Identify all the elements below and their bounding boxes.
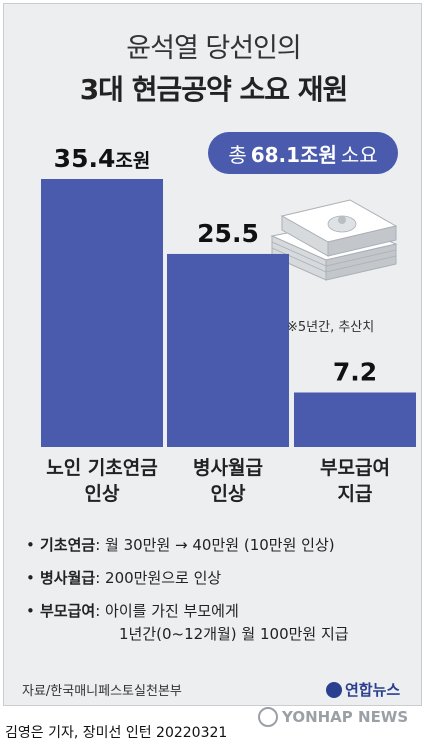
policy-detail-value: : 월 30만원 → 40만원 (10만원 인상) [95, 536, 335, 554]
policy-detail-item: 기초연금: 월 30만원 → 40만원 (10만원 인상) [26, 534, 416, 557]
source-text: 자료/한국매니페스토실천본부 [22, 684, 182, 699]
category-line: 인상 [84, 483, 120, 505]
total-badge-value: 68.1조원 [250, 142, 337, 167]
category-label-pension: 노인 기초연금 인상 [34, 455, 170, 507]
watermark-icon [258, 707, 278, 727]
category-line: 지급 [337, 483, 373, 505]
value-label-1: 25.5 [197, 219, 259, 248]
policy-detail-key: 병사월급 [40, 569, 96, 587]
bar-2 [294, 392, 416, 447]
category-line: 부모급여 [320, 457, 390, 479]
policy-details-list: 기초연금: 월 30만원 → 40만원 (10만원 인상) 병사월급: 200만… [26, 534, 416, 656]
policy-detail-item: 부모급여: 아이를 가진 부모에게 1년간(0~12개월) 월 100만원 지급 [26, 600, 416, 646]
yonhap-logo-text: 연합뉴스 [345, 681, 401, 699]
watermark-text: YONHAP NEWS [282, 708, 409, 726]
value-label-2: 7.2 [333, 357, 377, 386]
title-line2: 3대 현금공약 소요 재원 [79, 73, 349, 106]
category-line: 병사월급 [193, 457, 263, 479]
title-line1: 윤석열 당선인의 [126, 33, 301, 64]
category-label-parent-benefit: 부모급여 지급 [287, 455, 421, 507]
policy-detail-item: 병사월급: 200만원으로 인상 [26, 567, 416, 590]
yonhap-logo: 연합뉴스 [326, 679, 400, 700]
policy-detail-value-continued: 1년간(0~12개월) 월 100만원 지급 [119, 625, 349, 643]
policy-detail-value: : 아이를 가진 부모에게 [95, 602, 239, 620]
policy-detail-key: 기초연금 [40, 536, 96, 554]
money-stack-icon [270, 199, 398, 281]
policy-detail-value: : 200만원으로 인상 [95, 569, 222, 587]
total-badge-suffix: 소요 [340, 142, 378, 167]
bar-0 [41, 179, 163, 447]
category-label-soldier-pay: 병사월급 인상 [160, 455, 296, 507]
bar-1 [167, 253, 289, 447]
value-label-0: 35.4조원 [54, 144, 151, 173]
total-badge-prefix: 총 [228, 142, 247, 167]
policy-detail-key: 부모급여 [40, 602, 96, 620]
total-badge: 총 68.1조원 소요 [208, 132, 398, 174]
estimate-note: ※5년간, 추산치 [287, 320, 375, 335]
category-line: 노인 기초연금 [46, 457, 158, 479]
credit-line: 김영은 기자, 장미선 인턴 20220321 [5, 725, 228, 741]
yonhap-logo-icon [326, 681, 342, 698]
bar-chart: 35.4조원 25.5 7.2 [41, 144, 416, 447]
yonhap-watermark: YONHAP NEWS [258, 707, 408, 727]
infographic-card: 윤석열 당선인의 3대 현금공약 소요 재원 총 68.1조원 소요 35.4조… [3, 3, 422, 706]
category-line: 인상 [210, 483, 246, 505]
